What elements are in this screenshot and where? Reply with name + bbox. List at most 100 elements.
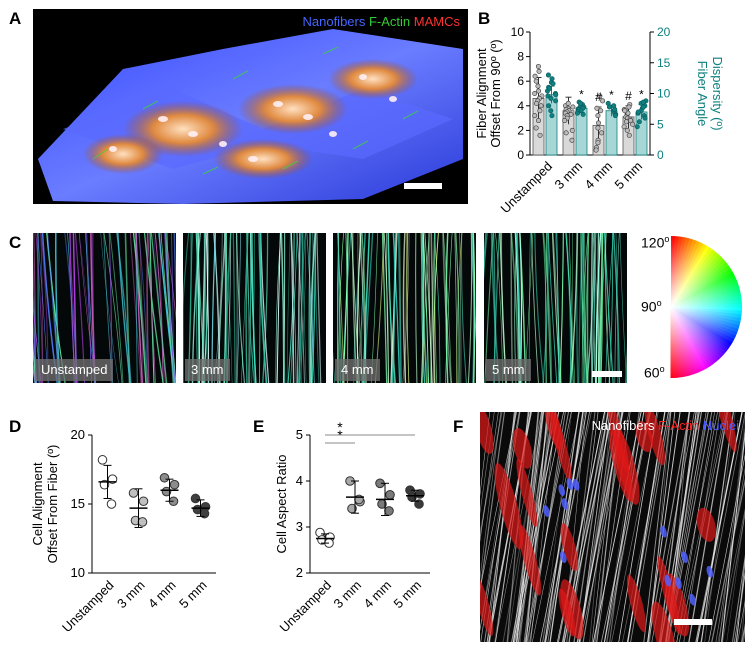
data-point	[385, 490, 395, 500]
data-point	[546, 103, 552, 109]
fiber-line	[534, 233, 545, 383]
panel-letter-a: A	[9, 9, 22, 28]
data-point	[536, 68, 542, 74]
fiber-line	[467, 233, 473, 383]
data-point	[532, 113, 538, 119]
panel-d-chart: 10 15 20 Cell Alignment Offset From Fiber (º…	[30, 427, 216, 635]
data-point	[535, 118, 541, 124]
fiber-line	[547, 233, 558, 383]
y-tick-label: 4	[296, 473, 303, 488]
f-actin-cell	[480, 574, 494, 636]
fiber-line	[251, 233, 257, 383]
nanofiber	[719, 415, 745, 642]
data-point	[97, 455, 108, 465]
y-tick-label: 3	[296, 519, 303, 534]
data-point	[636, 119, 642, 125]
y-tick-label-right: 5	[657, 117, 664, 131]
fiber-line	[135, 233, 138, 383]
y-tick-label: 2	[296, 565, 303, 580]
y-axis-label: Cell Alignment	[30, 462, 45, 545]
fiber-line	[333, 350, 335, 383]
panel-letter-c: C	[9, 233, 22, 252]
nucleus	[664, 574, 672, 587]
fiber-line	[580, 233, 589, 383]
fiber-line	[383, 233, 389, 383]
f-actin-cell	[713, 412, 737, 453]
data-point	[598, 108, 604, 114]
data-point	[569, 137, 575, 143]
data-point	[570, 104, 576, 110]
y-axis-label: Cell Aspect Ratio	[274, 455, 289, 554]
data-point	[190, 493, 201, 504]
data-point	[138, 496, 149, 507]
fiber-line	[461, 233, 467, 383]
fiber-line	[625, 342, 627, 383]
data-point	[137, 517, 148, 527]
fiber-line	[33, 339, 36, 383]
data-point	[169, 479, 180, 490]
fiber-line	[316, 233, 322, 383]
f-actin-cell	[512, 427, 533, 469]
data-point	[642, 115, 648, 121]
nucleus	[572, 478, 580, 491]
y-tick-label: 15	[71, 496, 85, 511]
fiber-lines	[183, 233, 322, 383]
fiber-line	[612, 233, 621, 383]
data-point	[547, 86, 553, 92]
y-tick-label-left: 2	[517, 123, 524, 137]
y-axis-label: Offset From Fiber (º)	[45, 445, 60, 564]
image-label: 5 mm	[486, 359, 531, 381]
fiber-line	[445, 233, 453, 383]
fiber-line	[605, 233, 614, 383]
data-point	[534, 100, 540, 106]
nanofiber	[604, 412, 640, 642]
nanofiber	[734, 571, 745, 642]
fiber-line	[614, 233, 620, 383]
nanofiber	[480, 412, 503, 539]
y-tick-label-right: 10	[657, 87, 671, 101]
f-actin-cell	[626, 574, 647, 632]
nanofiber	[480, 412, 506, 596]
y-tick-label-right: 0	[657, 148, 664, 162]
data-point	[597, 93, 603, 99]
nanofiber	[480, 412, 502, 581]
f-actin-cell	[613, 428, 640, 505]
data-point	[532, 73, 538, 79]
data-point	[635, 109, 641, 115]
fiber-line	[236, 233, 238, 383]
data-point	[626, 132, 632, 138]
nanofiber	[518, 412, 540, 642]
data-point	[621, 124, 627, 130]
nanofiber	[708, 454, 745, 642]
f-actin-cell	[494, 463, 524, 550]
fiber-line	[484, 233, 487, 281]
fiber-line	[430, 233, 436, 383]
scale-bar	[404, 183, 442, 189]
legend-nanofibers: Nanofibers	[591, 418, 655, 433]
y-tick-label-right: 15	[657, 56, 671, 70]
fiber-line	[251, 233, 255, 383]
fiber-line	[391, 233, 396, 383]
data-point	[553, 98, 559, 104]
fiber-line	[544, 233, 548, 383]
significance-mark: #	[595, 90, 602, 104]
nanofiber	[721, 429, 745, 642]
nanofiber-surface-image	[38, 29, 463, 204]
nanofiber	[542, 412, 572, 642]
y-tick-label: 10	[71, 565, 85, 580]
f-actin-cell	[696, 507, 716, 542]
fiber-line	[308, 233, 312, 383]
data-point	[161, 486, 172, 497]
fiber-line	[406, 233, 410, 383]
nanofiber	[516, 412, 544, 642]
fiber-line	[445, 233, 449, 383]
data-point	[192, 504, 203, 515]
fiber-line	[314, 233, 320, 383]
y-tick-label-left: 4	[517, 99, 524, 113]
x-tick-label: 3 mm	[331, 578, 365, 612]
nanofiber	[718, 425, 745, 642]
fiber-line	[590, 233, 594, 383]
fiber-line	[283, 233, 286, 383]
fiber-line	[556, 233, 560, 383]
fiber-line	[165, 233, 174, 383]
